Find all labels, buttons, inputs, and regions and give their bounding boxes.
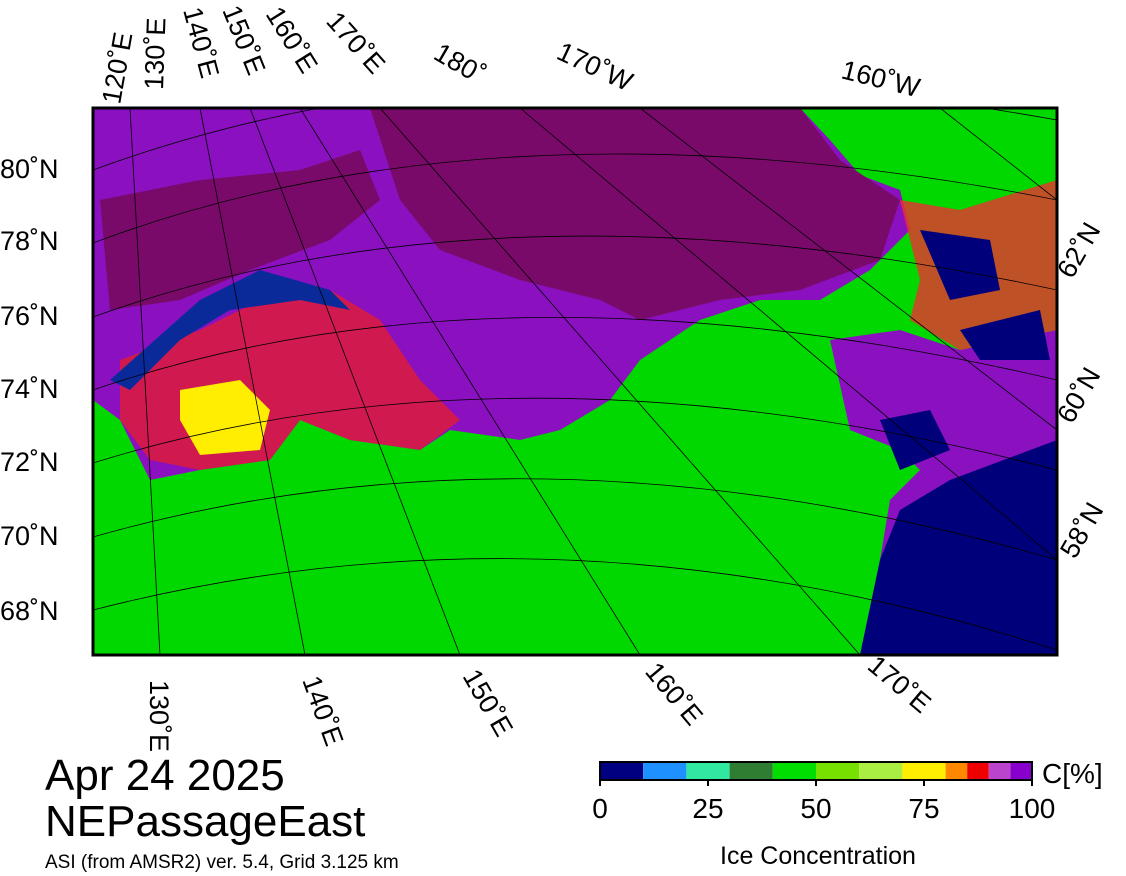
colorbar-bin: [772, 762, 816, 780]
colorbar-bin: [945, 762, 968, 780]
colorbar-bin: [600, 762, 644, 780]
graticule-label: 140˚E: [177, 4, 225, 81]
colorbar-unit: C[%]: [1042, 758, 1103, 789]
polynya: [110, 270, 350, 390]
land: [805, 108, 1057, 190]
graticule-label: 170˚E: [321, 6, 392, 80]
colorbar-bin: [729, 762, 773, 780]
graticule-label: 74˚N: [0, 374, 59, 404]
colorbar-tick-label: 0: [592, 793, 608, 824]
colorbar-tick-label: 100: [1009, 793, 1056, 824]
graticule-label: 160˚E: [639, 657, 708, 731]
graticule-label: 140˚E: [296, 672, 349, 750]
ocean: [860, 440, 1057, 655]
pack-ice: [370, 108, 900, 320]
colorbar-bin: [859, 762, 903, 780]
graticule-label: 170˚W: [552, 36, 637, 97]
date: Apr 24 2025: [45, 751, 285, 800]
colorbar-bin: [988, 762, 1011, 780]
graticule-label: 62˚N: [1051, 217, 1106, 283]
source: ASI (from AMSR2) ver. 5.4, Grid 3.125 km: [45, 852, 399, 873]
marginal-ice: [180, 380, 270, 455]
colorbar-bin: [643, 762, 687, 780]
colorbar-bin: [1010, 762, 1032, 780]
graticule-label: 150˚E: [216, 1, 271, 79]
graticule-label: 68˚N: [0, 596, 59, 626]
colorbar-bin: [686, 762, 730, 780]
graticule-label: 60˚N: [1051, 362, 1106, 428]
map: [93, 108, 1057, 655]
graticule-label: 80˚N: [0, 154, 59, 184]
colorbar-tick-label: 25: [692, 793, 723, 824]
graticule-label: 58˚N: [1054, 497, 1109, 563]
colorbar-bin: [902, 762, 946, 780]
map-frame: [91, 106, 1059, 657]
graticule-label: 160˚W: [839, 55, 924, 103]
graticule-label: 180˚: [429, 37, 491, 90]
graticule-label: 130˚E: [144, 680, 174, 752]
graticule-label: 72˚N: [0, 447, 59, 477]
graticule-label: 130˚E: [139, 17, 171, 90]
colorbar-tick-label: 75: [908, 793, 939, 824]
graticule: [93, 108, 1057, 655]
graticule-label: 76˚N: [0, 301, 59, 331]
colorbar-tick-label: 50: [800, 793, 831, 824]
graticule-label: 120˚E: [96, 30, 138, 106]
graticule-label: 170˚E: [862, 650, 936, 719]
graticule-label: 150˚E: [457, 664, 519, 741]
colorbar-bin: [967, 762, 989, 780]
pack-ice: [100, 150, 380, 310]
colorbar: 0 25 50 75 100: [592, 761, 1056, 824]
graticule-label: 70˚N: [0, 521, 59, 551]
region: NEPassageEast: [45, 797, 365, 846]
graticule-label: 78˚N: [0, 226, 59, 256]
colorbar-title: Ice Concentration: [720, 842, 916, 870]
open-water: [880, 230, 1050, 470]
colorbar-bin: [816, 762, 860, 780]
